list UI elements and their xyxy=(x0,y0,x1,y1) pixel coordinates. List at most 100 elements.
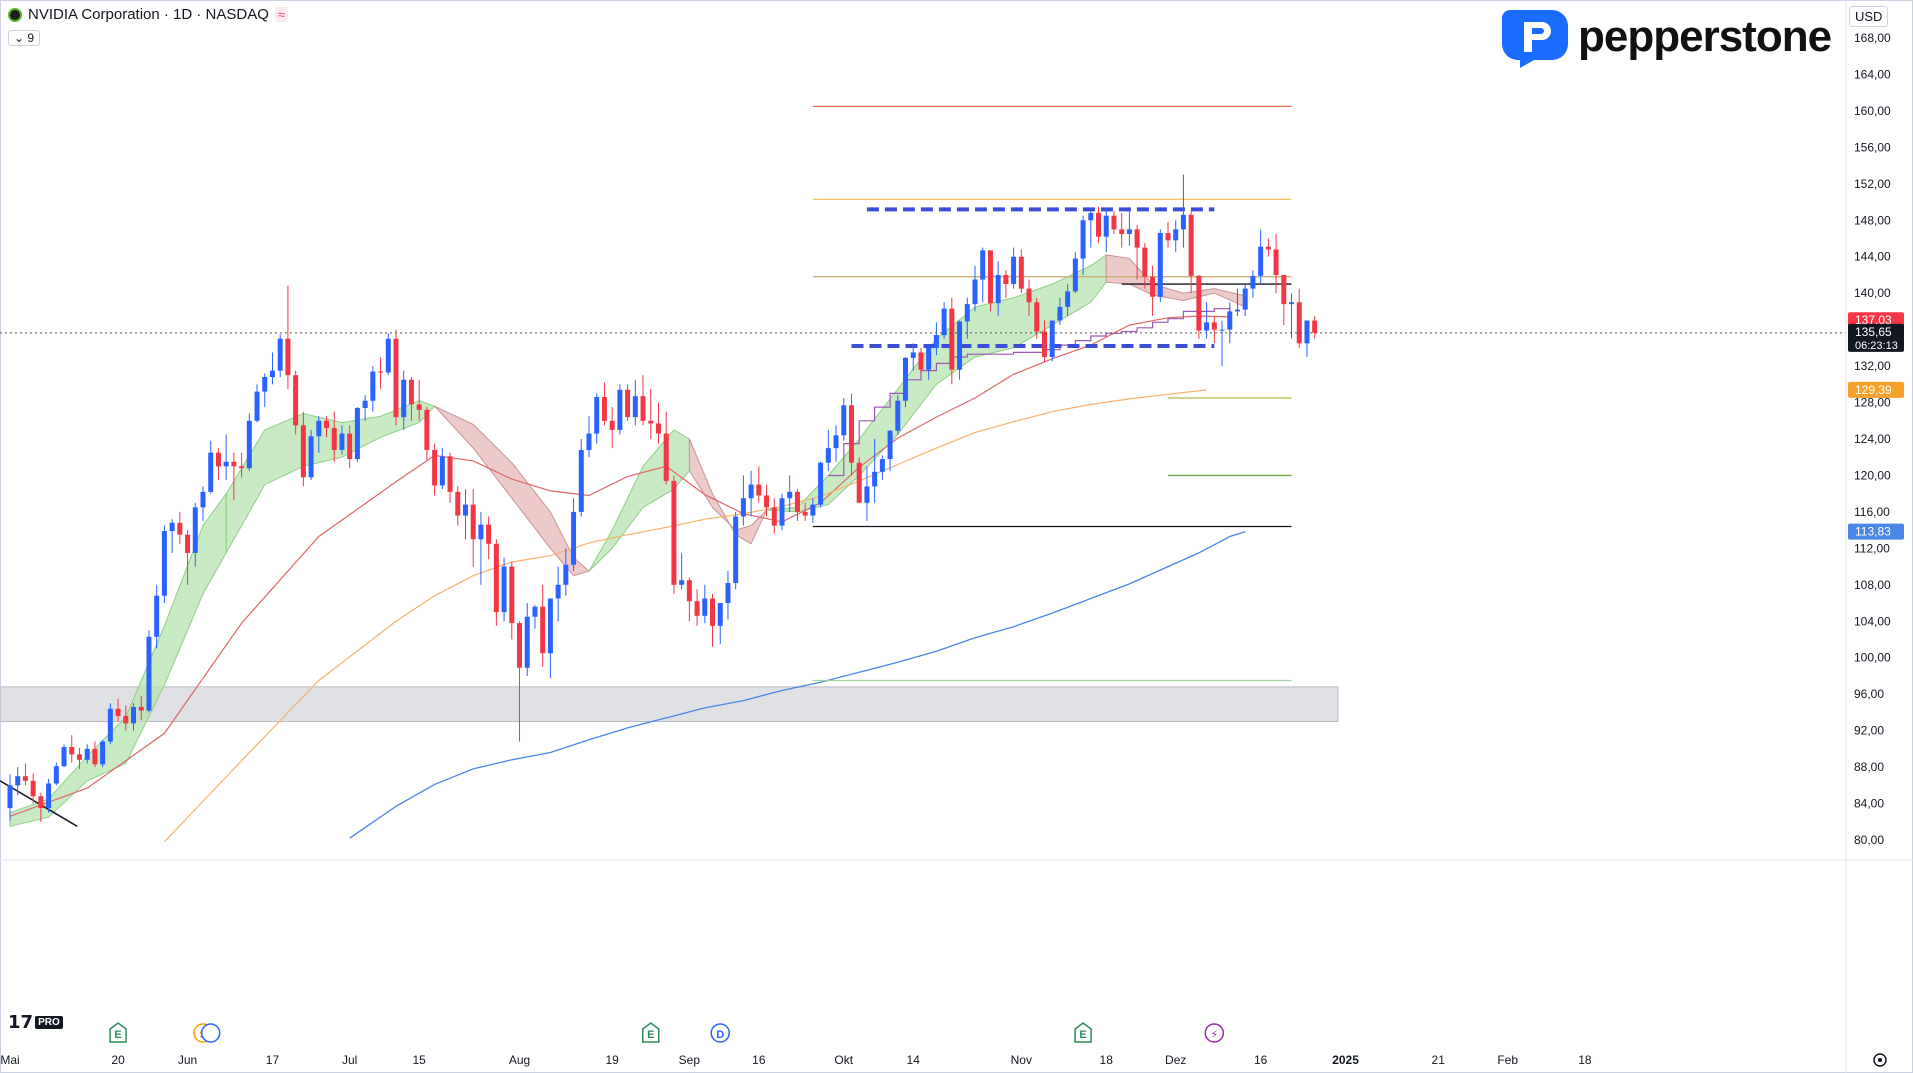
candle-body-101 xyxy=(787,491,793,499)
price-axis[interactable]: 80,00 84,00 88,00 92,00 96,00 100,00 104,00 108… xyxy=(1845,0,1904,1073)
event-marker-shape-4 xyxy=(710,1023,730,1043)
candle-22 xyxy=(177,511,183,544)
brand-name: pepperstone xyxy=(1578,12,1832,61)
candle-body-7 xyxy=(61,747,67,767)
candle-132 xyxy=(1026,279,1032,316)
candle-body-12 xyxy=(100,741,106,765)
y-tick-label-16: 144,00 xyxy=(1854,250,1891,264)
currency-selector[interactable]: USD xyxy=(1849,6,1889,27)
candle-body-43 xyxy=(339,433,345,450)
candle-59 xyxy=(462,489,468,540)
candle-body-125 xyxy=(972,279,978,305)
candle-17 xyxy=(138,696,144,720)
candle-body-129 xyxy=(1003,274,1009,285)
candle-body-128 xyxy=(995,274,1001,304)
candle-body-143 xyxy=(1111,215,1117,230)
candle-body-114 xyxy=(887,430,893,460)
pepperstone-brand: pepperstone xyxy=(1500,4,1832,70)
tv-mark: 17 xyxy=(8,1012,34,1033)
candle-30 xyxy=(239,452,245,478)
candle-66 xyxy=(517,621,523,742)
candle-body-44 xyxy=(347,433,353,460)
x-tick-label-17: 21 xyxy=(1432,1053,1446,1067)
x-tick-label-16: 2025 xyxy=(1332,1053,1359,1067)
event-markers[interactable]: ESEDE⚡ xyxy=(109,1022,1225,1043)
candle-76 xyxy=(594,393,600,444)
candle-body-152 xyxy=(1180,214,1186,230)
candle-body-150 xyxy=(1165,233,1171,241)
candle-122 xyxy=(949,297,955,385)
candle-2 xyxy=(22,763,28,786)
y-tick-label-5: 100,00 xyxy=(1854,651,1891,665)
candle-18 xyxy=(146,630,152,713)
ma-red-line xyxy=(9,315,1230,817)
candle-48 xyxy=(378,356,384,389)
candle-95 xyxy=(740,475,746,526)
event-marker-6[interactable]: ⚡ xyxy=(1204,1023,1225,1043)
candle-147 xyxy=(1142,243,1148,289)
candle-body-120 xyxy=(933,335,939,348)
time-axis[interactable]: Mai 20 Jun 17 Jul 15 Aug 19 Sep 16 Okt 14 Nov 18 Dez 16… xyxy=(0,859,1913,1067)
candle-53 xyxy=(416,379,422,421)
settings-gear-icon xyxy=(1873,1053,1887,1067)
candle-body-158 xyxy=(1227,311,1233,330)
candle-body-109 xyxy=(848,405,854,463)
candle-89 xyxy=(694,589,700,626)
candle-159 xyxy=(1234,288,1240,316)
event-marker-2[interactable] xyxy=(200,1023,221,1043)
candle-57 xyxy=(447,452,453,503)
candle-75 xyxy=(586,416,592,458)
candle-8 xyxy=(69,735,75,763)
x-tick-label-4: Jul xyxy=(342,1053,357,1067)
y-tick-label-8: 112,00 xyxy=(1854,541,1890,555)
candle-body-116 xyxy=(903,357,909,401)
candle-body-49 xyxy=(385,338,391,373)
candle-77 xyxy=(601,382,607,426)
candle-body-91 xyxy=(710,598,716,626)
candle-body-69 xyxy=(540,606,546,654)
candle-body-55 xyxy=(432,449,438,486)
candle-body-1 xyxy=(15,776,21,786)
candle-150 xyxy=(1165,222,1171,248)
candle-body-168 xyxy=(1304,320,1310,344)
candle-166 xyxy=(1289,293,1295,339)
symbol-title[interactable]: NVIDIA Corporation · 1D · NASDAQ xyxy=(28,6,269,23)
candle-body-99 xyxy=(771,507,777,526)
y-tick-label-17: 148,00 xyxy=(1854,213,1891,227)
candle-144 xyxy=(1119,212,1125,248)
candle-body-39 xyxy=(308,436,314,478)
wave-icon[interactable]: ≈ xyxy=(274,7,289,22)
candle-body-108 xyxy=(841,405,847,436)
event-marker-3[interactable]: E xyxy=(642,1022,660,1043)
candle-125 xyxy=(972,265,978,312)
event-marker-label-5: E xyxy=(1079,1029,1086,1041)
indicator-collapse-button[interactable]: ⌄ 9 xyxy=(8,30,41,46)
candle-138 xyxy=(1072,252,1078,294)
price-label-bg-3 xyxy=(1848,523,1904,540)
event-marker-0[interactable]: E xyxy=(109,1022,127,1043)
x-tick-label-8: Sep xyxy=(679,1053,701,1067)
event-marker-5[interactable]: E xyxy=(1074,1022,1092,1043)
price-label-bg-1 xyxy=(1848,323,1904,352)
candle-body-90 xyxy=(702,598,708,616)
candle-body-88 xyxy=(686,580,692,602)
candle-113 xyxy=(879,455,885,481)
candle-body-4 xyxy=(38,796,44,809)
candle-112 xyxy=(872,439,878,503)
candle-40 xyxy=(316,416,322,453)
x-tick-label-2: Jun xyxy=(178,1053,197,1067)
candle-167 xyxy=(1296,288,1302,348)
candle-body-127 xyxy=(987,250,993,304)
candle-45 xyxy=(354,407,360,462)
x-tick-label-19: 18 xyxy=(1578,1053,1592,1067)
candle-63 xyxy=(493,539,499,626)
candle-body-15 xyxy=(123,716,129,724)
candle-32 xyxy=(254,384,260,423)
candle-body-144 xyxy=(1119,229,1125,234)
event-marker-4[interactable]: D xyxy=(710,1023,730,1043)
candle-133 xyxy=(1034,297,1040,339)
candle-51 xyxy=(401,370,407,430)
candle-56 xyxy=(439,448,445,490)
candle-body-124 xyxy=(964,304,970,322)
